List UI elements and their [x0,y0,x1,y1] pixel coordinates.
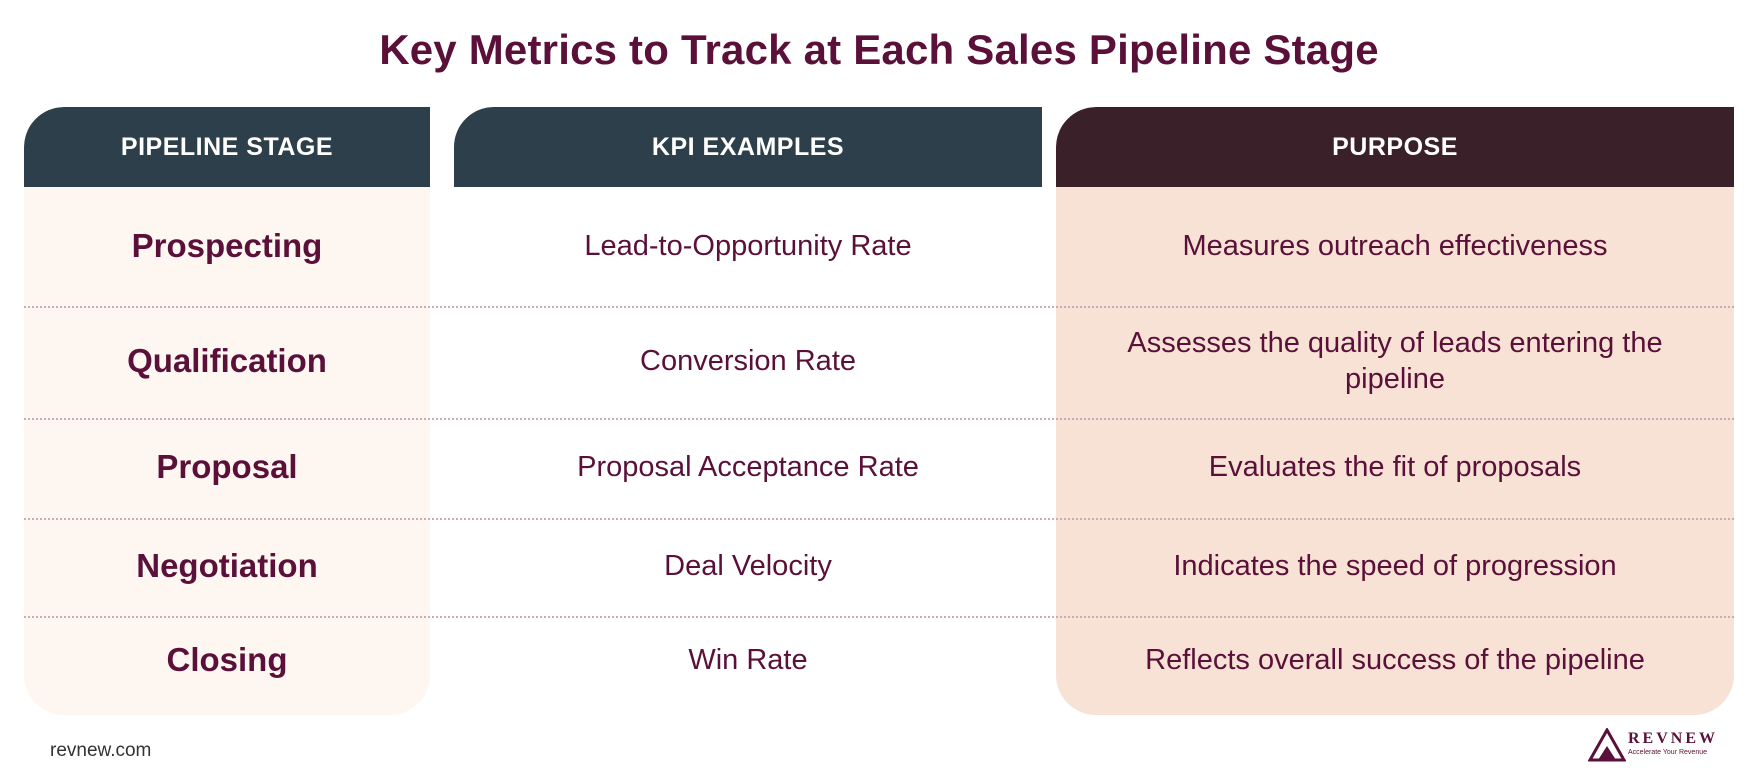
row-divider [24,418,1734,420]
purpose-cell: Measures outreach effectiveness [1182,230,1608,262]
brand-logo: REVNEW Accelerate Your Revenue [1587,726,1738,764]
row-divider [24,518,1734,520]
stage-cell: Qualification [127,342,327,379]
stage-cell: Negotiation [136,547,318,584]
kpi-examples-header: KPI EXAMPLES [454,107,1042,187]
page-title: Key Metrics to Track at Each Sales Pipel… [379,26,1379,73]
logo-tagline: Accelerate Your Revenue [1628,749,1707,756]
purpose-cell: Indicates the speed of progression [1173,550,1617,582]
pipeline-stage-column: PIPELINE STAGE Prospecting Qualification… [24,107,430,715]
logo-wordmark: REVNEW [1628,730,1719,747]
purpose-cell: Evaluates the fit of proposals [1208,451,1582,483]
pipeline-stage-header: PIPELINE STAGE [24,107,430,187]
revnew-mountain-logo-icon [1587,726,1627,762]
row-divider [24,616,1734,618]
site-url: revnew.com [50,740,152,761]
kpi-cell: Proposal Acceptance Rate [577,451,919,483]
purpose-header: PURPOSE [1056,107,1734,187]
purpose-cell: Assesses the quality of leads entering t… [1127,327,1663,395]
stage-cell: Closing [166,641,288,678]
kpi-cell: Lead-to-Opportunity Rate [584,230,912,262]
kpi-cell: Win Rate [688,644,808,676]
kpi-cell: Conversion Rate [640,345,856,377]
kpi-cell: Deal Velocity [664,550,832,582]
row-divider [24,306,1734,308]
stage-cell: Proposal [156,448,298,485]
purpose-cell: Reflects overall success of the pipeline [1145,644,1645,676]
kpi-examples-column: KPI EXAMPLES Lead-to-Opportunity Rate Co… [454,107,1042,715]
purpose-column: PURPOSE Measures outreach effectiveness … [1056,107,1734,715]
stage-cell: Prospecting [131,227,323,264]
